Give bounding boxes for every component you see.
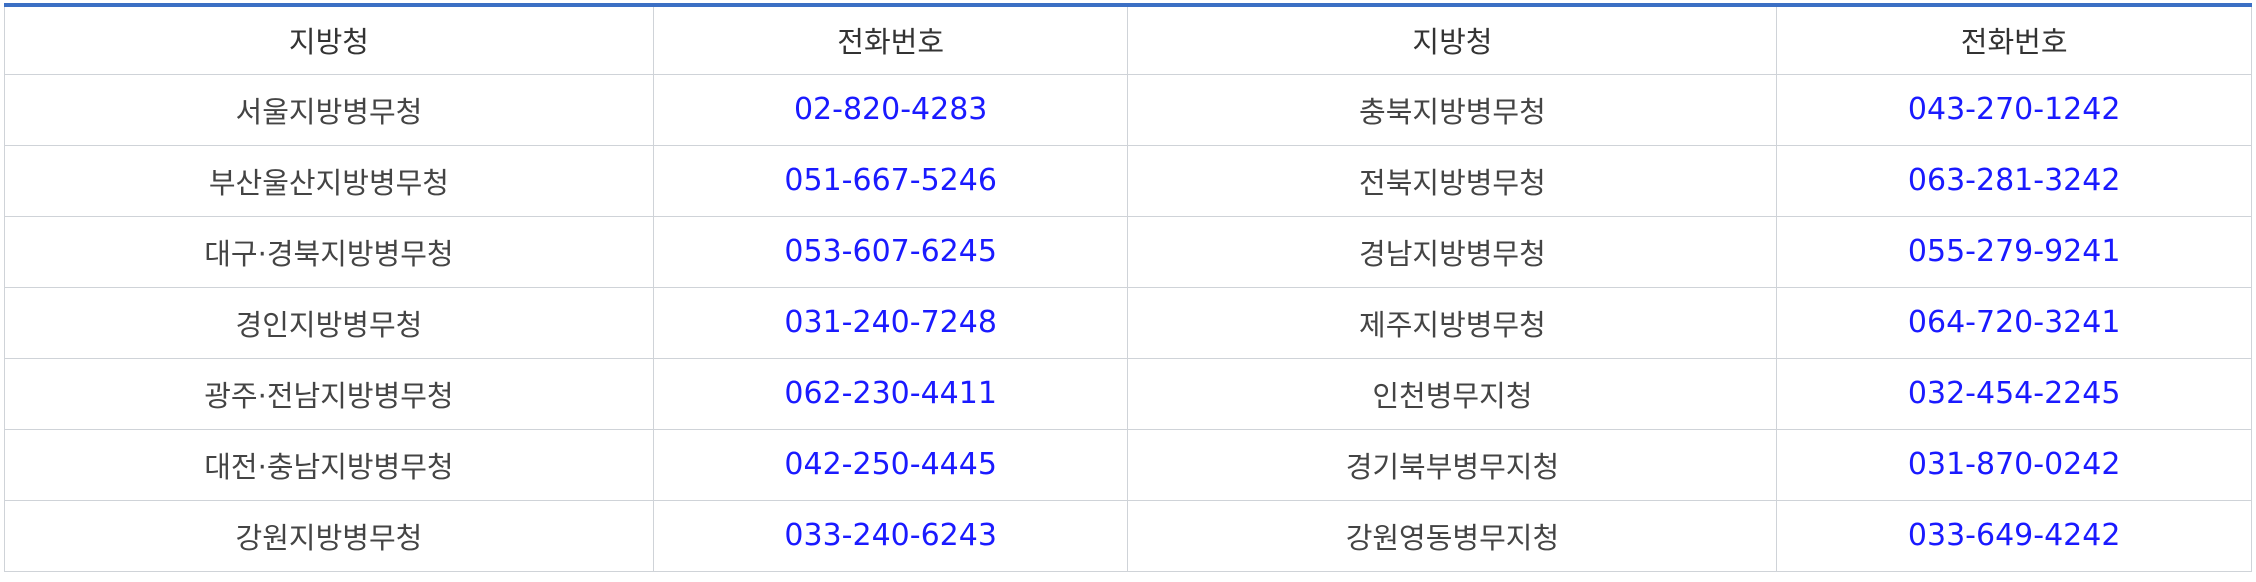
phone-cell: 02-820-4283 (652, 73, 1129, 146)
table-row: 부산울산지방병무청 051-667-5246 전북지방병무청 063-281-3… (4, 144, 2252, 217)
phone-link[interactable]: 053-607-6245 (784, 234, 997, 269)
phone-cell: 053-607-6245 (652, 215, 1129, 288)
office-name: 전북지방병무청 (1127, 144, 1778, 217)
office-name: 경남지방병무청 (1127, 215, 1778, 288)
header-phone-left: 전화번호 (652, 4, 1129, 75)
office-name: 경인지방병무청 (4, 286, 654, 359)
table-row: 경인지방병무청 031-240-7248 제주지방병무청 064-720-324… (4, 286, 2252, 359)
phone-cell: 063-281-3242 (1776, 144, 2252, 217)
office-name: 인천병무지청 (1127, 357, 1778, 430)
phone-link[interactable]: 043-270-1242 (1907, 92, 2121, 127)
table-row: 강원지방병무청 033-240-6243 강원영동병무지청 033-649-42… (4, 499, 2252, 572)
header-row: 지방청 전화번호 지방청 전화번호 (4, 4, 2252, 75)
office-name: 대전·충남지방병무청 (4, 428, 654, 501)
phone-link[interactable]: 031-240-7248 (784, 305, 997, 340)
table-row: 대구·경북지방병무청 053-607-6245 경남지방병무청 055-279-… (4, 215, 2252, 288)
office-name: 제주지방병무청 (1127, 286, 1778, 359)
phone-link[interactable]: 031-870-0242 (1907, 447, 2121, 482)
office-name: 충북지방병무청 (1127, 73, 1778, 146)
office-name: 강원영동병무지청 (1127, 499, 1778, 572)
phone-cell: 033-649-4242 (1776, 499, 2252, 572)
phone-link[interactable]: 033-240-6243 (784, 518, 997, 553)
phone-cell: 055-279-9241 (1776, 215, 2252, 288)
table-header: 지방청 전화번호 지방청 전화번호 (4, 4, 2252, 75)
phone-link[interactable]: 042-250-4445 (784, 447, 997, 482)
phone-cell: 032-454-2245 (1776, 357, 2252, 430)
phone-cell: 064-720-3241 (1776, 286, 2252, 359)
phone-cell: 042-250-4445 (652, 428, 1129, 501)
table-row: 광주·전남지방병무청 062-230-4411 인천병무지청 032-454-2… (4, 357, 2252, 430)
regional-office-contacts-table: 지방청 전화번호 지방청 전화번호 서울지방병무청 02-820-4283 충북… (4, 3, 2252, 572)
phone-cell: 051-667-5246 (652, 144, 1129, 217)
table-row: 대전·충남지방병무청 042-250-4445 경기북부병무지청 031-870… (4, 428, 2252, 501)
phone-link[interactable]: 063-281-3242 (1907, 163, 2121, 198)
phone-cell: 031-870-0242 (1776, 428, 2252, 501)
table-row: 서울지방병무청 02-820-4283 충북지방병무청 043-270-1242 (4, 73, 2252, 146)
phone-link[interactable]: 051-667-5246 (784, 163, 997, 198)
office-name: 대구·경북지방병무청 (4, 215, 654, 288)
table-body: 서울지방병무청 02-820-4283 충북지방병무청 043-270-1242… (4, 73, 2252, 572)
office-name: 부산울산지방병무청 (4, 144, 654, 217)
phone-cell: 062-230-4411 (652, 357, 1129, 430)
phone-link[interactable]: 033-649-4242 (1907, 518, 2121, 553)
phone-cell: 043-270-1242 (1776, 73, 2252, 146)
phone-cell: 031-240-7248 (652, 286, 1129, 359)
phone-link[interactable]: 055-279-9241 (1907, 234, 2121, 269)
office-name: 광주·전남지방병무청 (4, 357, 654, 430)
phone-link[interactable]: 02-820-4283 (793, 92, 988, 127)
phone-link[interactable]: 032-454-2245 (1907, 376, 2121, 411)
phone-cell: 033-240-6243 (652, 499, 1129, 572)
phone-link[interactable]: 064-720-3241 (1907, 305, 2121, 340)
phone-link[interactable]: 062-230-4411 (784, 376, 997, 411)
office-name: 서울지방병무청 (4, 73, 654, 146)
header-office-right: 지방청 (1127, 4, 1778, 75)
header-phone-right: 전화번호 (1776, 4, 2252, 75)
office-name: 강원지방병무청 (4, 499, 654, 572)
office-name: 경기북부병무지청 (1127, 428, 1778, 501)
header-office-left: 지방청 (4, 4, 654, 75)
